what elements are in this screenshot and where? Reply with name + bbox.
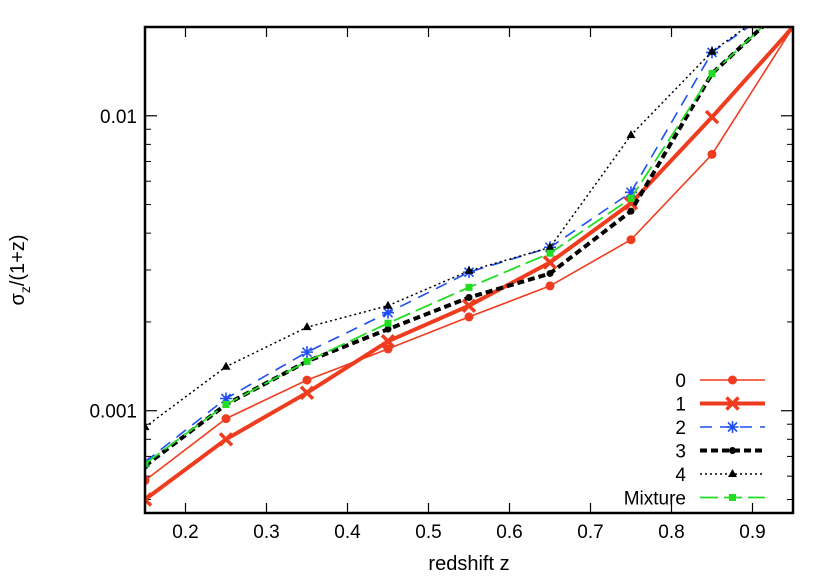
legend-label: 3 — [675, 442, 686, 463]
x-tick-label: 0.6 — [496, 522, 522, 543]
legend-marker — [729, 447, 736, 454]
legend: 0 12 34 Mixture — [624, 371, 765, 510]
data-point — [384, 319, 392, 327]
x-tick-label: 0.4 — [334, 522, 361, 543]
series-4 — [145, 27, 748, 431]
series-line — [145, 27, 750, 463]
data-point — [546, 249, 554, 257]
data-point — [221, 414, 231, 424]
data-point — [222, 400, 230, 408]
x-tick-label: 0.7 — [577, 522, 603, 543]
y-axis-label: σz/(1+z) — [7, 234, 33, 305]
legend-marker — [728, 375, 737, 385]
legend-entry: 4 — [675, 465, 765, 486]
data-point — [465, 294, 473, 302]
y-axis-label-rest: /(1+z) — [7, 234, 29, 286]
data-point — [464, 265, 474, 274]
tick-labels: 0.2 0.3 0.4 0.5 0.6 0.7 0.8 0.9 0.001 0.01 — [89, 107, 765, 543]
data-point — [707, 149, 717, 159]
data-point — [218, 432, 234, 447]
x-tick-label: 0.8 — [658, 522, 684, 543]
data-point — [707, 46, 717, 55]
y-tick-label: 0.001 — [89, 402, 137, 423]
legend-marker — [729, 494, 736, 501]
series-line — [145, 27, 793, 482]
data-point — [542, 255, 558, 270]
data-point — [545, 242, 555, 251]
data-point — [790, 0, 797, 2]
data-point — [461, 298, 477, 313]
data-point — [787, 0, 799, 2]
data-point — [626, 235, 636, 245]
y-axis-label-subscript: z — [17, 286, 33, 293]
series-layer — [145, 0, 799, 507]
series-line — [145, 27, 764, 465]
legend-marker — [725, 396, 740, 411]
data-point — [465, 283, 473, 291]
legend-entry: 3 — [675, 442, 765, 463]
series-line — [145, 27, 766, 468]
y-tick-label: 0.01 — [100, 107, 137, 128]
data-point — [627, 194, 635, 202]
x-tick-label: 0.2 — [172, 522, 198, 543]
data-point — [708, 70, 716, 78]
legend-label: 2 — [675, 418, 686, 439]
data-point — [220, 392, 232, 405]
series-3 — [145, 0, 797, 470]
legend-entry: Mixture — [624, 489, 765, 510]
data-point — [302, 322, 312, 331]
y-axis-label-sigma: σ — [7, 293, 29, 306]
series-line — [145, 27, 748, 428]
series-1 — [145, 27, 793, 507]
data-point — [627, 207, 635, 215]
data-point — [221, 361, 231, 370]
data-point — [301, 346, 313, 359]
legend-marker — [726, 421, 739, 433]
legend-label: Mixture — [624, 489, 686, 510]
legend-entry: 2 — [675, 418, 765, 439]
x-tick-label: 0.9 — [739, 522, 765, 543]
data-point — [464, 312, 474, 322]
data-point — [383, 300, 393, 309]
series-mixture — [145, 0, 797, 468]
data-point — [145, 460, 149, 468]
data-point — [299, 385, 315, 401]
data-point — [623, 196, 639, 211]
data-point — [785, 27, 793, 35]
data-point — [380, 334, 396, 349]
data-point — [790, 0, 797, 2]
series-0 — [145, 27, 793, 485]
data-point — [704, 109, 720, 125]
data-point — [384, 325, 392, 333]
legend-entry: 0 — [675, 371, 765, 392]
data-point — [626, 130, 636, 139]
legend-label: 0 — [675, 371, 686, 392]
data-point — [545, 281, 555, 291]
legend-label: 1 — [675, 395, 686, 416]
legend-entry: 1 — [675, 395, 765, 416]
x-tick-label: 0.5 — [415, 522, 441, 543]
legend-marker — [728, 469, 737, 477]
x-axis-label: redshift z — [428, 553, 509, 575]
data-point — [382, 306, 394, 319]
data-point — [383, 344, 393, 354]
data-point — [303, 357, 311, 365]
plot-frame — [143, 25, 795, 515]
x-tick-label: 0.3 — [253, 522, 279, 543]
data-point — [145, 492, 153, 507]
legend-label: 4 — [675, 465, 686, 486]
data-point — [546, 269, 554, 277]
data-point — [302, 375, 312, 385]
data-point — [625, 186, 637, 199]
